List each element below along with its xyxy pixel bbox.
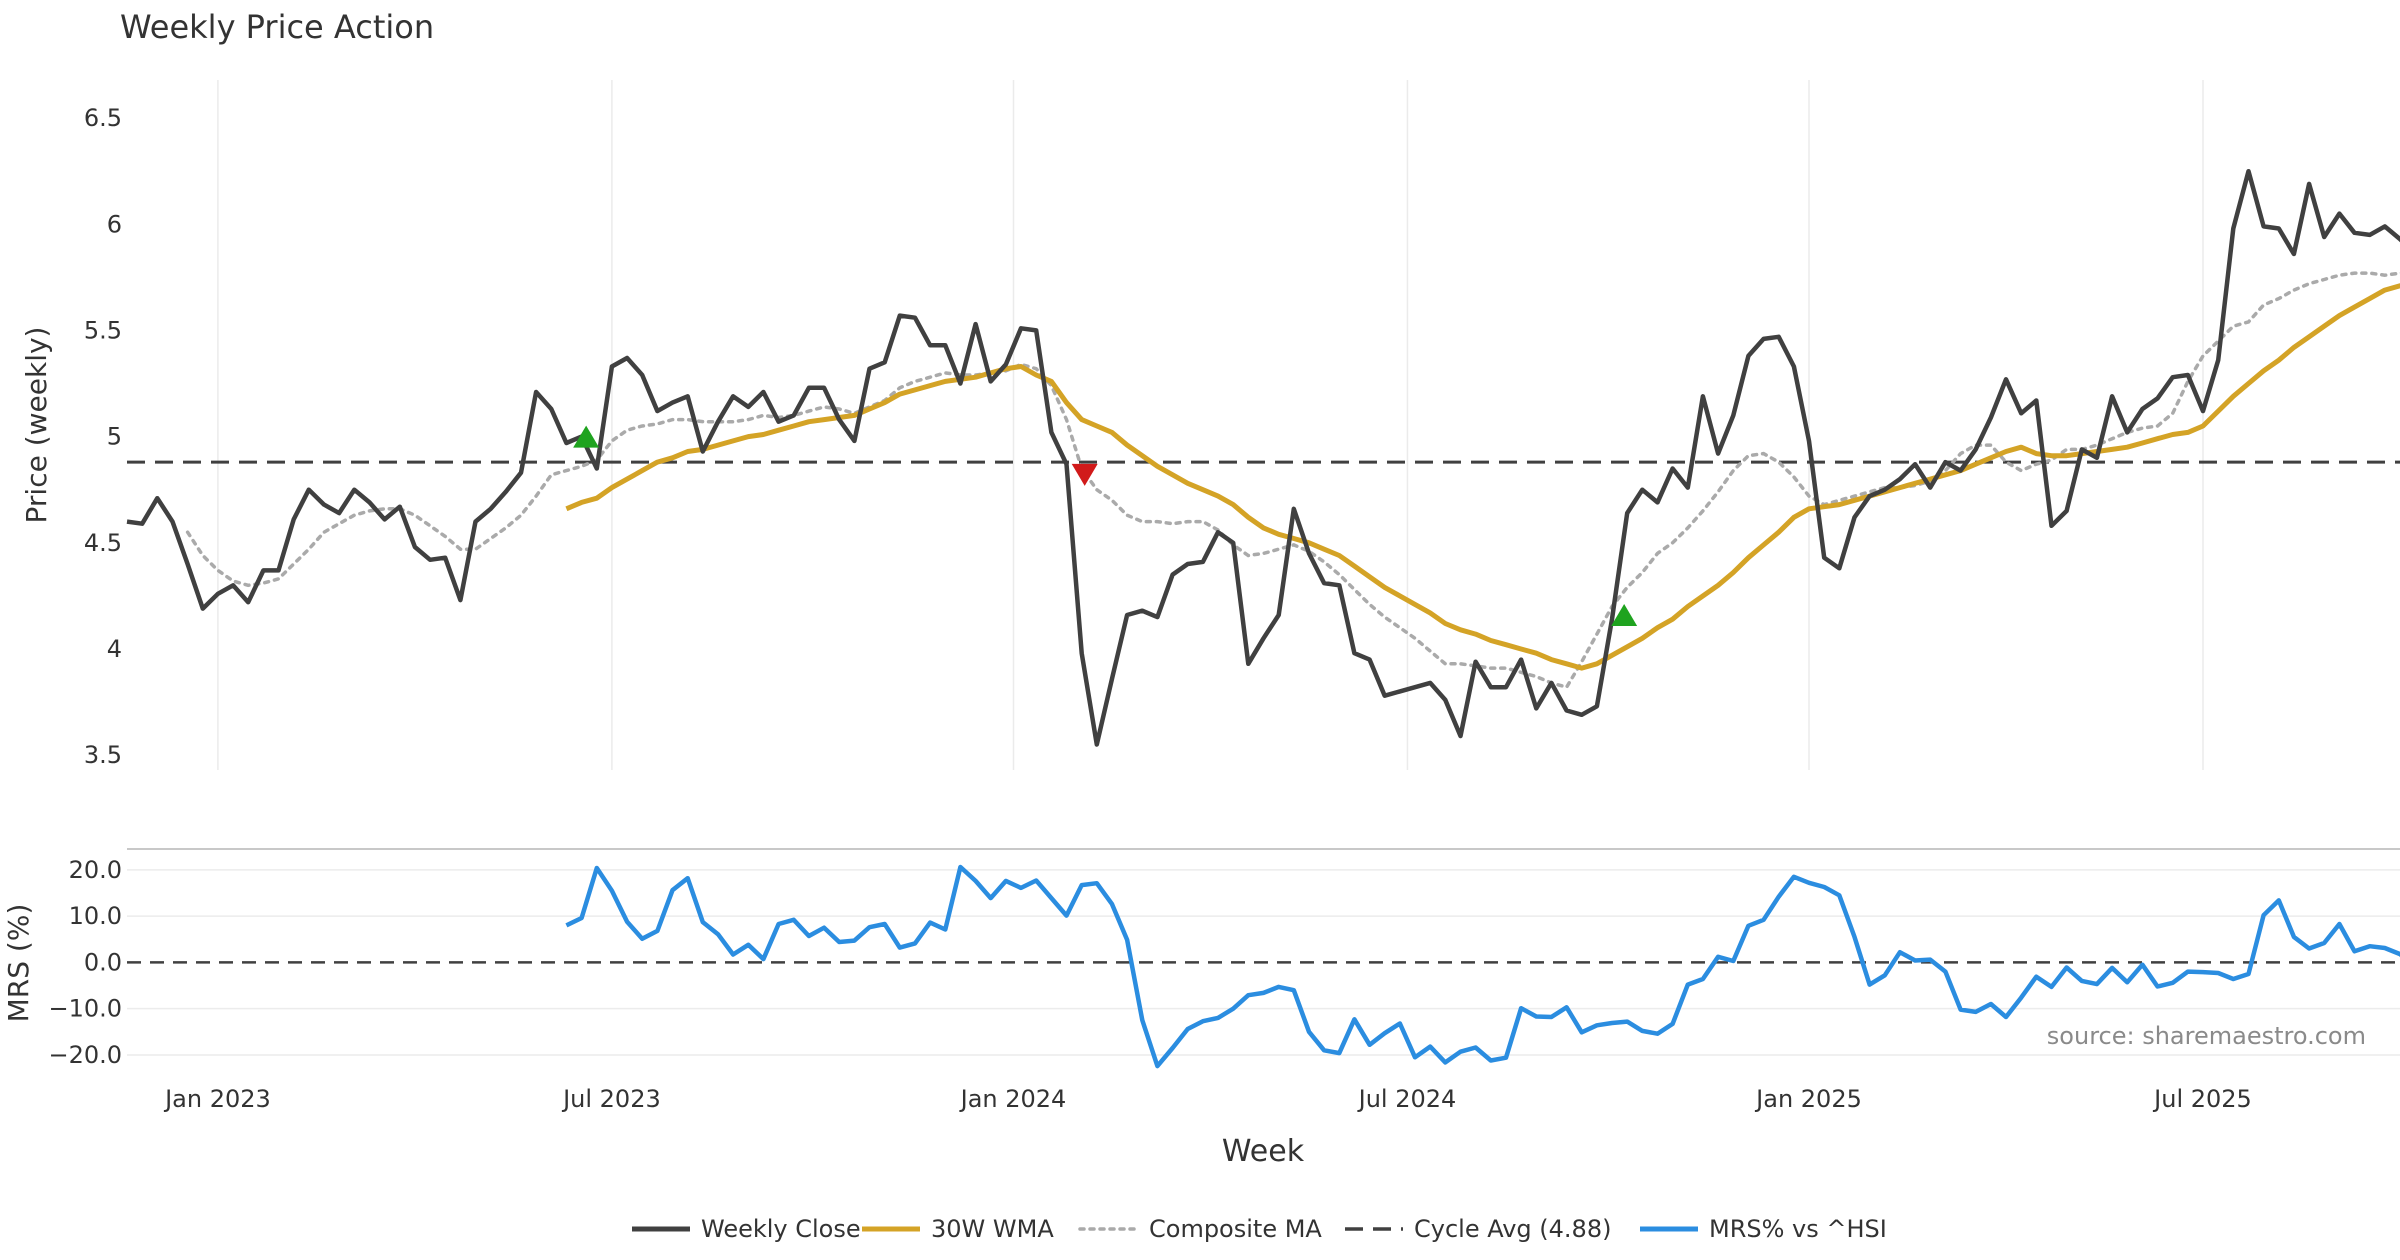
composite-ma-line [185, 271, 2400, 690]
mrs-y-tick-label: −20.0 [48, 1041, 122, 1069]
source-label: source: sharemaestro.com [2047, 1022, 2366, 1050]
price-y-tick-label: 3.5 [84, 741, 122, 769]
buy-signal-marker [573, 425, 600, 448]
mrs-y-tick-label: 0.0 [84, 948, 122, 976]
x-axis: Jan 2023 Jul 2023 Jan 2024 Jul 2024 Jan 2025… [163, 1085, 2252, 1113]
x-tick-label: Jan 2025 [1754, 1085, 1862, 1113]
mrs-y-tick-label: 10.0 [69, 902, 122, 930]
mrs-line [565, 864, 2400, 1069]
wma-30w-line [565, 283, 2400, 671]
price-y-tick-label: 5 [107, 423, 122, 451]
chart-title: Weekly Price Action [120, 8, 434, 46]
price-panel: 3.5 4 4.5 5 5.5 6 6.5 Price (weekly) [20, 80, 2400, 770]
x-tick-label: Jul 2025 [2152, 1085, 2252, 1113]
legend-label: MRS% vs ^HSI [1709, 1215, 1887, 1243]
price-y-tick-label: 4 [107, 635, 122, 663]
x-tick-label: Jan 2023 [163, 1085, 271, 1113]
weekly-close-line [126, 168, 2400, 747]
legend-label: Composite MA [1149, 1215, 1322, 1243]
x-tick-label: Jul 2023 [561, 1085, 661, 1113]
legend-label: Weekly Close [701, 1215, 861, 1243]
price-y-tick-label: 6 [107, 210, 122, 238]
sell-signal-marker [1071, 463, 1098, 486]
buy-signal-marker [1611, 603, 1638, 626]
x-tick-label: Jan 2024 [959, 1085, 1067, 1113]
price-y-tick-label: 4.5 [84, 529, 122, 557]
mrs-y-tick-label: −10.0 [48, 995, 122, 1023]
mrs-grid [127, 869, 2400, 1056]
mrs-y-axis-label: MRS (%) [2, 904, 35, 1023]
x-axis-label: Week [1222, 1134, 1305, 1169]
price-grid [217, 80, 2204, 770]
price-y-tick-label: 5.5 [84, 316, 122, 344]
signal-markers [573, 425, 1638, 626]
price-y-axis-label: Price (weekly) [20, 327, 53, 524]
mrs-panel: −20.0 −10.0 0.0 10.0 20.0 MRS (%) source: sh… [2, 856, 2400, 1069]
price-y-tick-label: 6.5 [84, 104, 122, 132]
price-y-axis: 3.5 4 4.5 5 5.5 6 6.5 [84, 104, 122, 769]
x-tick-label: Jul 2024 [1357, 1085, 1457, 1113]
mrs-y-axis: −20.0 −10.0 0.0 10.0 20.0 [48, 856, 122, 1069]
mrs-y-tick-label: 20.0 [69, 856, 122, 884]
legend-label: 30W WMA [931, 1215, 1054, 1243]
legend-label: Cycle Avg (4.88) [1414, 1215, 1611, 1243]
legend: Weekly Close 30W WMA Composite MA Cycle Avg… [632, 1215, 1887, 1243]
